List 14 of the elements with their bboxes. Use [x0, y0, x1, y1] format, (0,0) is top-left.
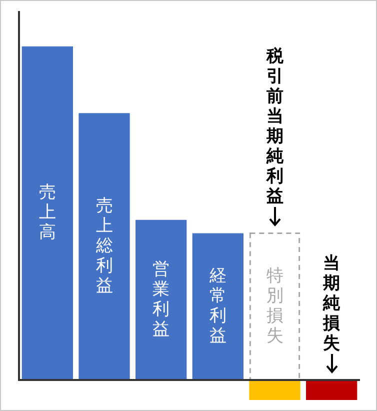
bar: [249, 380, 300, 400]
bar: [306, 380, 358, 400]
x-tick-label: 売上高: [38, 182, 56, 243]
x-tick-label: 当期純損失: [322, 253, 342, 354]
bar: [192, 233, 244, 380]
bar: [78, 113, 130, 380]
x-tick-label: 特別損失: [266, 266, 284, 346]
x-tick-label: 売上総利益: [94, 196, 113, 296]
bar: [249, 232, 300, 381]
bar: [136, 220, 187, 380]
annotation: 税引前当期純利益: [265, 46, 284, 207]
bar: [22, 46, 73, 380]
x-tick-label: 経常利益: [208, 266, 226, 346]
x-tick-label: 営業利益: [152, 259, 170, 340]
